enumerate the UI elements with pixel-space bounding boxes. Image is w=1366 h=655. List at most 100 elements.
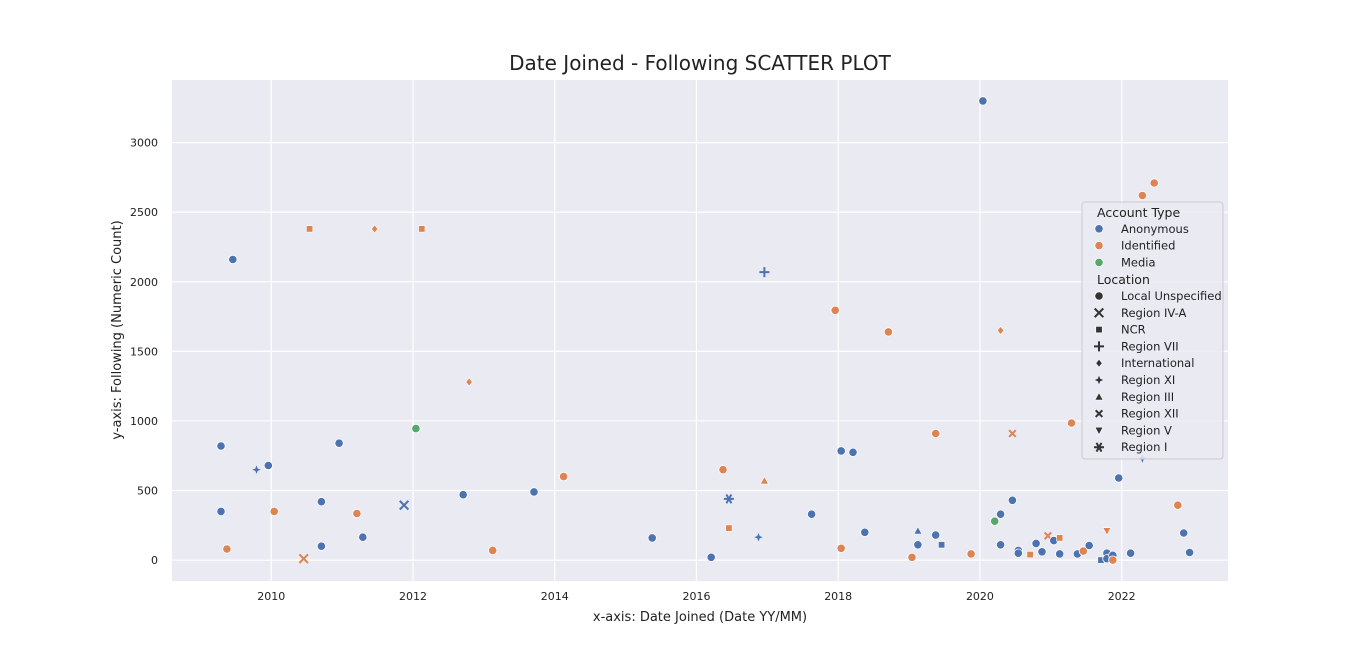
data-point <box>647 533 657 543</box>
data-point <box>418 225 426 233</box>
legend-marker <box>1094 391 1104 401</box>
x-tick-label: 2020 <box>966 590 994 603</box>
data-point <box>725 524 733 532</box>
data-point <box>1149 178 1159 188</box>
data-point <box>1102 527 1112 536</box>
legend-box <box>1081 201 1224 460</box>
data-point <box>938 541 946 549</box>
data-point <box>371 224 379 234</box>
data-point <box>334 438 344 448</box>
data-point <box>316 497 326 507</box>
data-point <box>860 527 870 537</box>
data-point <box>1007 495 1018 505</box>
legend-hue-label: Anonymous <box>1121 222 1189 236</box>
data-point <box>1078 546 1088 556</box>
data-point <box>883 327 894 337</box>
legend-marker <box>1095 326 1103 334</box>
tick-labels: 2010 2012 2014 2016 2018 2020 2022 0 500 1000 1500… <box>130 137 1136 603</box>
data-point <box>529 487 539 497</box>
y-tick-label: 1500 <box>130 345 158 358</box>
data-point <box>830 305 840 315</box>
data-point <box>990 516 1000 526</box>
data-point <box>806 509 817 519</box>
legend-marker <box>1094 442 1104 453</box>
legend-style-label: International <box>1121 356 1194 370</box>
data-point <box>411 424 421 434</box>
x-tick-label: 2010 <box>257 590 285 603</box>
data-point <box>1037 547 1047 557</box>
legend-style-label: Region V <box>1121 423 1172 437</box>
legend-marker <box>1094 426 1104 436</box>
legend-style-label: Region IV-A <box>1121 306 1187 320</box>
legend-style-label: Region III <box>1121 390 1174 404</box>
legend-style-label: NCR <box>1121 323 1146 337</box>
y-tick-label: 2500 <box>130 206 158 219</box>
legend-marker <box>1094 375 1104 385</box>
x-tick-label: 2022 <box>1108 590 1136 603</box>
x-tick-label: 2016 <box>682 590 710 603</box>
legend-hue-label: Media <box>1121 255 1156 269</box>
data-point <box>1184 547 1195 558</box>
data-point <box>458 490 468 500</box>
data-point <box>1056 534 1064 542</box>
chart-title: Date Joined - Following SCATTER PLOT <box>509 51 891 75</box>
data-points <box>216 96 1195 565</box>
data-point <box>1084 540 1094 551</box>
data-point <box>718 465 728 475</box>
data-point <box>1066 418 1077 428</box>
data-point <box>228 254 238 265</box>
legend-style-label: Region VII <box>1121 339 1179 353</box>
data-point <box>759 475 769 485</box>
data-point <box>306 225 314 233</box>
data-point <box>754 533 763 542</box>
data-point <box>252 465 261 474</box>
data-point <box>1114 473 1124 483</box>
data-point <box>1108 555 1118 565</box>
legend-marker <box>1094 241 1104 251</box>
data-point <box>907 552 917 562</box>
data-point <box>488 545 498 556</box>
y-tick-label: 0 <box>151 554 158 567</box>
y-tick-label: 500 <box>137 485 158 498</box>
data-point <box>1173 500 1183 510</box>
grid-lines <box>172 80 1228 581</box>
plot-area <box>172 80 1228 581</box>
legend-style-label: Region XII <box>1121 407 1179 421</box>
data-point <box>1026 551 1034 559</box>
legend-marker <box>1094 409 1104 418</box>
data-point <box>1013 548 1023 558</box>
x-tick-label: 2012 <box>399 590 427 603</box>
data-point <box>706 552 716 562</box>
data-point <box>316 541 326 551</box>
data-point <box>1179 528 1189 538</box>
data-point <box>1137 190 1148 201</box>
y-tick-label: 1000 <box>130 415 158 428</box>
data-point <box>995 509 1006 519</box>
data-point <box>931 530 941 540</box>
data-point <box>1043 531 1052 540</box>
data-point <box>298 553 309 564</box>
legend-marker <box>1094 341 1104 352</box>
data-point <box>558 472 569 482</box>
data-point <box>848 447 858 457</box>
legend-style-label: Region XI <box>1121 373 1175 387</box>
legend-marker <box>1095 358 1103 368</box>
data-point <box>997 326 1005 335</box>
data-point <box>1055 549 1065 559</box>
data-point <box>913 540 923 550</box>
x-axis-label: x-axis: Date Joined (Date YY/MM) <box>593 610 807 625</box>
data-point <box>1125 548 1136 558</box>
legend-marker <box>1094 257 1104 267</box>
data-point <box>931 428 941 439</box>
data-point <box>759 267 770 278</box>
data-point <box>836 543 846 553</box>
legend-style-title: Location <box>1097 272 1150 287</box>
legend-marker <box>1094 291 1104 301</box>
data-point <box>269 506 279 516</box>
data-point <box>465 377 473 387</box>
y-axis-label: y-axis: Following (Numeric Count) <box>110 220 125 439</box>
legend-style-label: Local Unspecified <box>1121 289 1222 303</box>
data-point <box>1031 538 1041 549</box>
y-tick-label: 2000 <box>130 276 158 289</box>
data-point <box>358 532 368 542</box>
